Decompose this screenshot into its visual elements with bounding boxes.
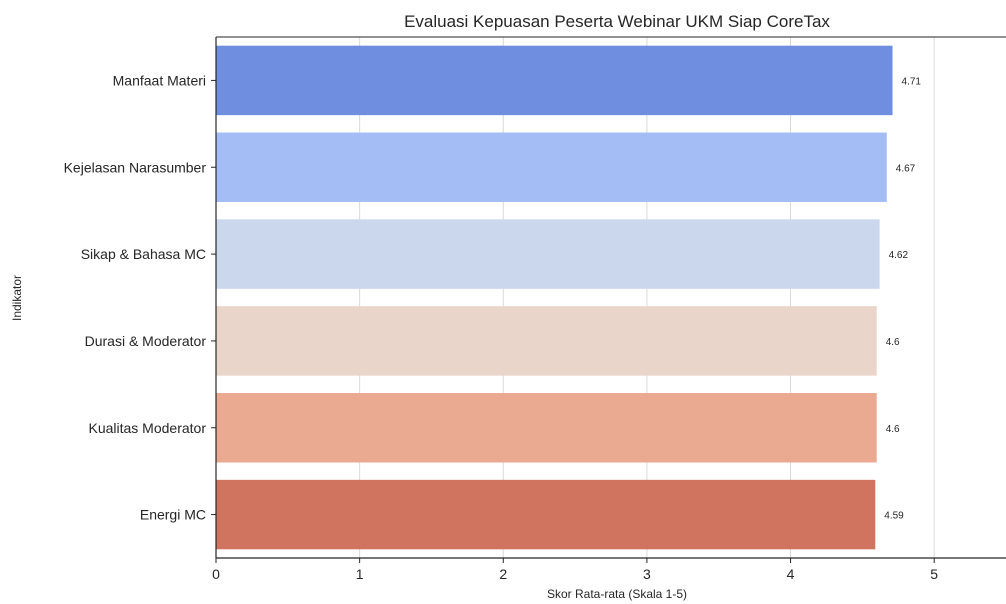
data-label: 4.67 (896, 163, 916, 174)
chart-title: Evaluasi Kepuasan Peserta Webinar UKM Si… (404, 12, 830, 31)
data-label: 4.6 (886, 337, 900, 348)
y-tick-label: Manfaat Materi (113, 72, 206, 88)
y-tick-label: Kualitas Moderator (88, 420, 206, 436)
data-label: 4.6 (886, 424, 900, 435)
data-labels: 4.71 4.67 4.62 4.6 4.6 4.59 (884, 76, 921, 521)
bar (216, 479, 876, 550)
y-tick-label: Energi MC (140, 507, 206, 523)
y-axis-label: Indikator (10, 275, 24, 321)
bar (216, 219, 880, 289)
x-gridlines (359, 37, 935, 558)
bars (216, 45, 893, 550)
y-tick-label: Sikap & Bahasa MC (81, 246, 206, 262)
x-tick-label: 1 (356, 566, 364, 582)
x-tick-label: 3 (643, 566, 651, 582)
data-label: 4.59 (884, 511, 904, 522)
x-tick-label: 5 (930, 566, 938, 582)
x-tick-label: 0 (212, 566, 220, 582)
bar (216, 306, 877, 376)
data-label: 4.62 (889, 250, 909, 261)
x-tick-labels: 0 1 2 3 4 5 (212, 558, 938, 582)
y-tick-label: Kejelasan Narasumber (64, 159, 207, 175)
bar (216, 132, 887, 202)
y-tick-label: Durasi & Moderator (85, 333, 207, 349)
y-tick-labels: Manfaat Materi Kejelasan Narasumber Sikap … (64, 72, 216, 523)
x-axis-label: Skor Rata-rata (Skala 1-5) (547, 587, 687, 601)
bar (216, 45, 893, 116)
x-tick-label: 2 (499, 566, 507, 582)
bar (216, 393, 877, 463)
x-tick-label: 4 (787, 566, 795, 582)
data-label: 4.71 (902, 76, 922, 87)
